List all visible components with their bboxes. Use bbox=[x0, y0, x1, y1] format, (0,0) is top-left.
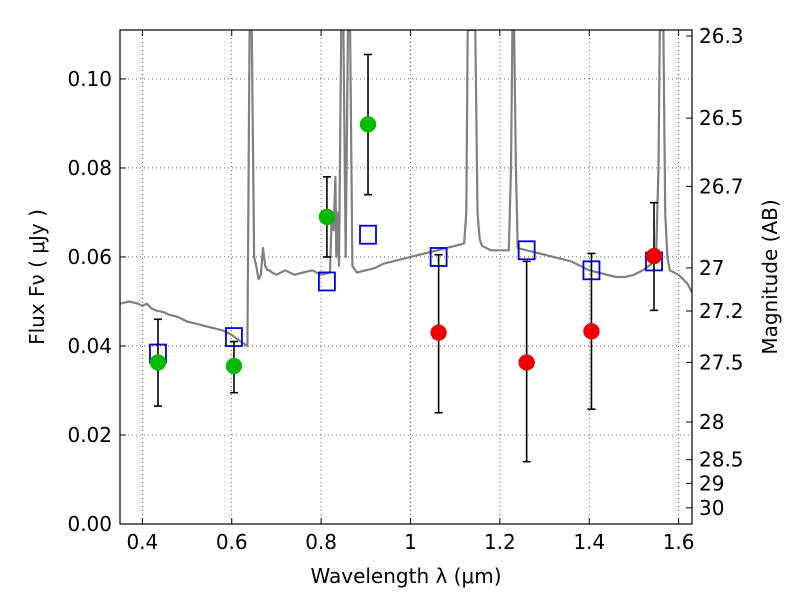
y-tick-label: 0.04 bbox=[67, 334, 112, 358]
observed-flux-point bbox=[518, 354, 535, 371]
mag-tick-label: 27 bbox=[699, 256, 724, 280]
x-tick-label: 1.4 bbox=[573, 530, 605, 554]
model-photometry-square bbox=[318, 271, 336, 292]
observed-flux-point bbox=[583, 323, 600, 340]
model-photometry-square bbox=[517, 240, 536, 261]
model-spectrum-line bbox=[120, 30, 692, 348]
plot-area bbox=[120, 30, 692, 463]
x-tick-label: 1 bbox=[404, 530, 417, 554]
mag-tick-label: 28.5 bbox=[699, 448, 744, 472]
y2-axis-label: Magnitude (AB) bbox=[758, 199, 782, 354]
mag-tick-label: 26.3 bbox=[699, 24, 744, 48]
observed-flux-point bbox=[430, 324, 447, 341]
grid-lines bbox=[120, 30, 692, 525]
x-tick-label: 0.4 bbox=[126, 530, 158, 554]
mag-tick-label: 27.2 bbox=[699, 299, 744, 323]
x-axis-label: Wavelength λ (μm) bbox=[310, 564, 501, 588]
mag-tick-label: 28 bbox=[699, 410, 724, 434]
y-tick-label: 0.00 bbox=[67, 512, 112, 536]
observed-flux-point bbox=[149, 354, 167, 371]
x-tick-label: 0.6 bbox=[216, 530, 248, 554]
mag-tick-label: 26.7 bbox=[699, 174, 744, 198]
y-tick-label: 0.06 bbox=[67, 245, 112, 269]
x-tick-label: 1.6 bbox=[663, 530, 695, 554]
tick-labels: 0.4 0.6 0.8 1 1.2 1.4 1.6 0.00 0.02 0.04 0.06 0.08 0… bbox=[67, 24, 743, 554]
y-tick-label: 0.08 bbox=[67, 156, 112, 180]
x-tick-label: 0.8 bbox=[305, 530, 337, 554]
mag-tick-label: 30 bbox=[699, 496, 724, 520]
observed-flux-point bbox=[225, 357, 243, 375]
mag-tick-label: 29 bbox=[699, 471, 724, 495]
y-axis-label: Flux Fν ( μJy ) bbox=[25, 209, 49, 345]
model-photometry-square bbox=[359, 224, 377, 245]
y-tick-label: 0.10 bbox=[67, 67, 112, 91]
mag-tick-label: 26.5 bbox=[699, 106, 744, 130]
observed-flux-point bbox=[359, 116, 377, 133]
mag-tick-label: 27.5 bbox=[699, 350, 744, 374]
observed-flux-point bbox=[318, 208, 336, 226]
plot-frame bbox=[119, 29, 693, 525]
x-tick-label: 1.2 bbox=[484, 530, 516, 554]
axis-ticks bbox=[120, 30, 692, 525]
y-tick-label: 0.02 bbox=[67, 423, 112, 447]
observed-flux-point bbox=[645, 247, 663, 265]
